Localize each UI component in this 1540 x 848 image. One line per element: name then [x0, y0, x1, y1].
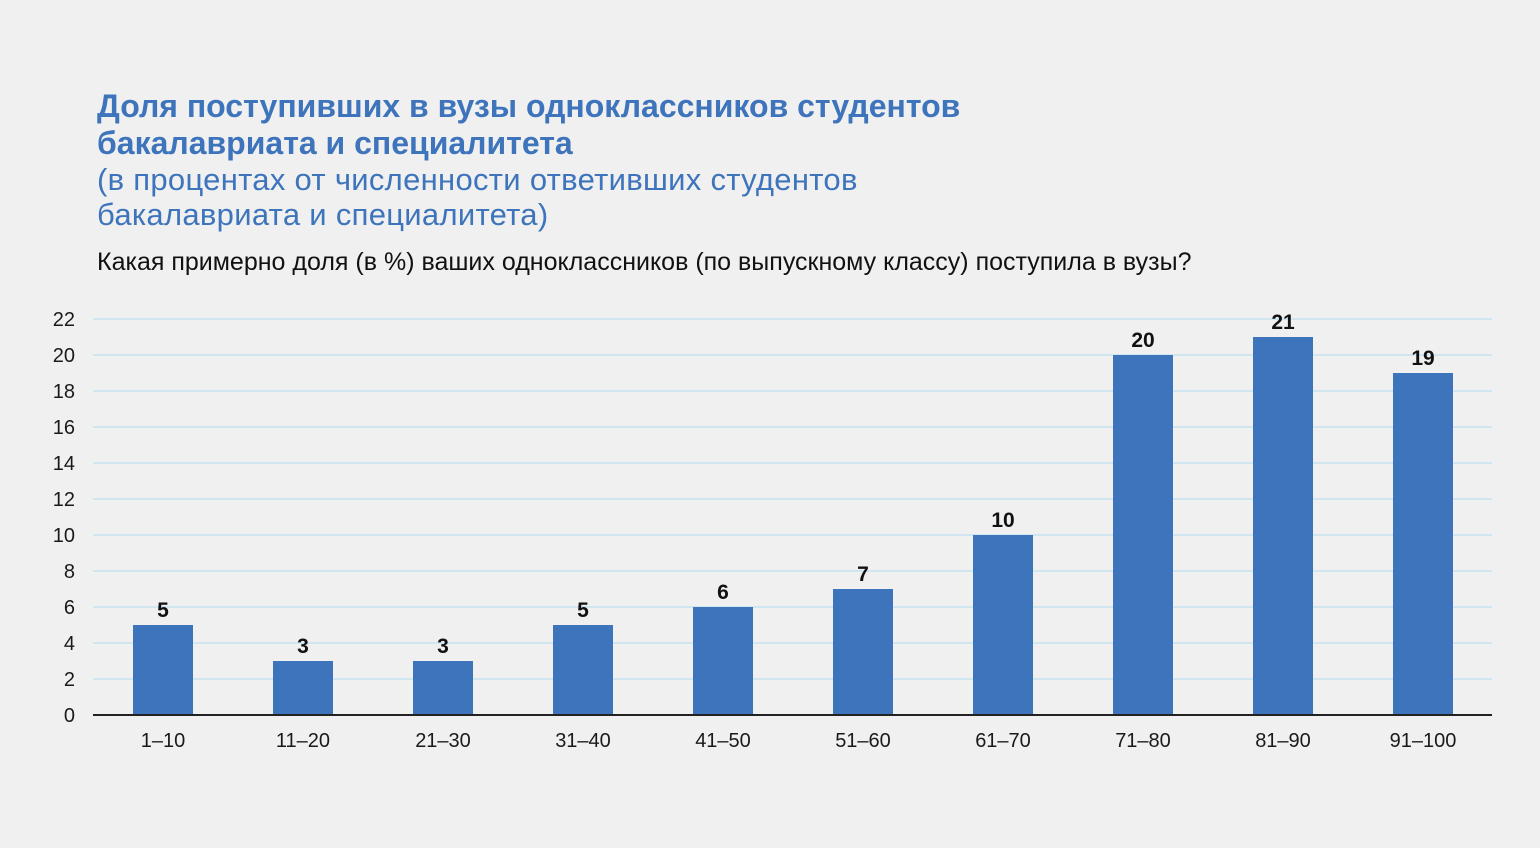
- bar: [693, 607, 753, 715]
- y-tick-label: 16: [53, 417, 75, 439]
- bar-value-label: 6: [717, 581, 729, 604]
- x-tick-label: 51–60: [835, 730, 891, 752]
- bar-value-label: 10: [991, 509, 1014, 532]
- bar-value-label: 7: [857, 563, 869, 586]
- bar: [1113, 355, 1173, 715]
- x-tick-label: 21–30: [415, 730, 471, 752]
- bar-value-label: 19: [1411, 347, 1434, 370]
- bars: [133, 337, 1453, 715]
- y-tick-label: 4: [64, 633, 75, 655]
- bar-value-label: 5: [157, 599, 169, 622]
- x-tick-label: 61–70: [975, 730, 1031, 752]
- y-tick-label: 20: [53, 345, 75, 367]
- y-tick-label: 6: [64, 597, 75, 619]
- bar-value-label: 20: [1131, 329, 1154, 352]
- x-tick-label: 31–40: [555, 730, 611, 752]
- x-tick-label: 91–100: [1390, 730, 1457, 752]
- y-tick-label: 10: [53, 525, 75, 547]
- bar: [1393, 373, 1453, 715]
- bar: [273, 661, 333, 715]
- chart-subtitle: (в процентах от численности ответивших с…: [97, 162, 858, 232]
- survey-question: Какая примерно доля (в %) ваших одноклас…: [97, 248, 1192, 276]
- x-tick-label: 71–80: [1115, 730, 1171, 752]
- bar-value-label: 5: [577, 599, 589, 622]
- bar: [553, 625, 613, 715]
- y-tick-label: 14: [53, 453, 75, 475]
- chart-title: Доля поступивших в вузы одноклассников с…: [97, 88, 961, 161]
- y-tick-label: 12: [53, 489, 75, 511]
- bar: [413, 661, 473, 715]
- bar: [133, 625, 193, 715]
- y-tick-label: 2: [64, 669, 75, 691]
- y-tick-label: 22: [53, 309, 75, 331]
- bar-value-label: 3: [297, 635, 309, 658]
- data-labels: 5 3 3 5 6 7 10 20 21 19: [157, 311, 1435, 658]
- bar-value-label: 21: [1271, 311, 1295, 334]
- bar-value-label: 3: [437, 635, 449, 658]
- y-tick-label: 8: [64, 561, 75, 583]
- x-tick-label: 41–50: [695, 730, 751, 752]
- x-tick-label: 1–10: [141, 730, 186, 752]
- x-axis-ticks: 1–10 11–20 21–30 31–40 41–50 51–60 61–70 71–80 8…: [141, 730, 1457, 752]
- y-axis-ticks: 0 2 4 6 8 10 12 14 16 18 20 22: [53, 309, 75, 727]
- y-tick-label: 0: [64, 705, 75, 727]
- bar: [973, 535, 1033, 715]
- bar: [833, 589, 893, 715]
- x-tick-label: 81–90: [1255, 730, 1311, 752]
- x-tick-label: 11–20: [276, 730, 330, 752]
- y-tick-label: 18: [53, 381, 75, 403]
- bar: [1253, 337, 1313, 715]
